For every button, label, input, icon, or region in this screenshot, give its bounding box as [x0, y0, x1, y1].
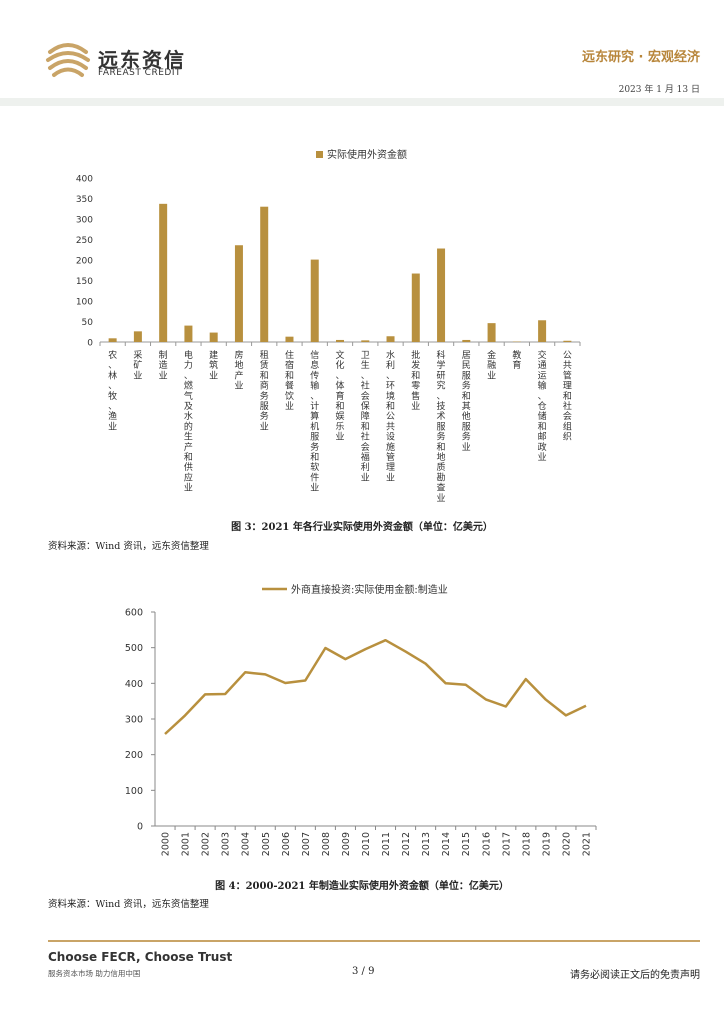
x-tick-label: 2002: [201, 832, 212, 856]
y-tick-label: 200: [76, 257, 93, 267]
y-tick-label: 250: [76, 236, 93, 246]
x-category-label: 租赁和商务服务业: [260, 350, 269, 432]
x-category-label: 水利、环境和公共设施管理业: [386, 349, 395, 483]
x-tick-label: 2020: [561, 832, 572, 856]
bar: [108, 338, 117, 342]
industry-fdi-bar-chart: 实际使用外资金额 0 50 100 150 200 250 300 350 400 农、林、牧、渔业…: [76, 148, 581, 504]
bar: [234, 245, 243, 342]
x-tick-label: 2012: [401, 832, 412, 856]
y-tick-label: 350: [76, 195, 93, 205]
bar: [260, 206, 269, 342]
y-tick-label: 50: [82, 318, 94, 328]
bar: [563, 340, 572, 342]
bar: [487, 323, 496, 342]
header-divider: [0, 98, 724, 106]
x-tick-label: 2018: [521, 832, 532, 856]
bar: [209, 332, 218, 342]
x-category-label: 制造业: [159, 349, 168, 381]
x-category-label: 卫生、社会保障和社会福利业: [361, 351, 370, 483]
x-tick-label: 2013: [421, 832, 432, 856]
x-tick-label: 2010: [361, 832, 372, 856]
y-tick-label: 300: [76, 216, 93, 226]
x-tick-label: 2004: [241, 832, 252, 856]
x-category-label: 电力、燃气及水的生产和供应业: [184, 349, 193, 494]
x-tick-label: 2003: [221, 832, 232, 856]
y-tick-label: 0: [137, 822, 143, 833]
x-tick-label: 2019: [541, 832, 552, 856]
figure4-caption: 图 4：2000-2021 年制造业实际使用外资金额（单位：亿美元）: [215, 881, 509, 892]
y-tick-label: 100: [125, 786, 143, 797]
x-tick-label: 2001: [181, 832, 192, 856]
x-tick-label: 2011: [381, 832, 392, 856]
x-tick-label: 2008: [321, 832, 332, 856]
bar: [184, 325, 193, 342]
legend-label: 外商直接投资:实际使用金额:制造业: [291, 583, 448, 596]
x-tick-label: 2016: [481, 832, 492, 856]
y-tick-label: 400: [76, 175, 93, 185]
y-tick-label: 200: [125, 750, 143, 761]
section-title: 远东研究 · 宏观经济: [582, 50, 700, 65]
x-tick-label: 2007: [301, 832, 312, 856]
y-tick-label: 100: [76, 298, 93, 308]
x-category-label: 房地产业: [234, 349, 243, 392]
page-number: 3 / 9: [352, 966, 375, 977]
x-tick-label: 2000: [161, 832, 172, 856]
figure3-caption: 图 3：2021 年各行业实际使用外资金额（单位：亿美元）: [231, 522, 493, 533]
report-date: 2023 年 1 月 13 日: [618, 85, 700, 95]
x-category-label: 采矿业: [133, 350, 142, 381]
legend-swatch: [316, 151, 323, 158]
x-category-label: 交通运输、仓储和邮政业: [538, 349, 547, 463]
bar: [336, 339, 344, 342]
x-tick-label: 2017: [501, 832, 512, 856]
x-category-label: 建筑业: [209, 349, 218, 381]
x-tick-label: 2005: [261, 832, 272, 856]
footer-divider: [48, 940, 700, 942]
fareast-logo-icon: [46, 43, 90, 77]
bar: [361, 340, 370, 342]
y-tick-label: 400: [125, 679, 143, 690]
series-line: [164, 638, 587, 735]
bar: [538, 320, 547, 342]
bar: [437, 248, 446, 342]
x-tick-label: 2006: [281, 832, 292, 856]
y-tick-label: 150: [76, 277, 93, 287]
x-category-label: 金融业: [487, 349, 496, 381]
bar: [386, 336, 395, 342]
x-category-label: 文化、体育和娱乐业: [335, 349, 344, 443]
figure4-source: 资料来源：Wind 资讯，远东资信整理: [48, 899, 209, 910]
x-tick-label: 2015: [461, 832, 472, 856]
manufacturing-fdi-line-chart: 外商直接投资:实际使用金额:制造业 0 100 200 300 400 500 600 2000…: [125, 583, 597, 856]
bar: [285, 336, 294, 342]
x-category-label: 公共管理和社会组织: [563, 350, 572, 443]
y-tick-label: 500: [125, 643, 143, 654]
figure3-source: 资料来源：Wind 资讯，远东资信整理: [48, 541, 209, 552]
bar: [310, 259, 319, 342]
brand-name-en: FAREAST CREDIT: [98, 68, 181, 78]
x-category-label: 教育: [512, 349, 521, 371]
x-category-label: 批发和零售业: [411, 349, 420, 412]
footer-slogan: Choose FECR, Choose Trust: [48, 950, 233, 964]
y-tick-label: 300: [125, 715, 143, 726]
x-category-label: 住宿和餐饮业: [285, 349, 294, 412]
bar: [133, 331, 142, 342]
bar: [462, 339, 471, 342]
x-category-label: 居民服务和其他服务业: [462, 350, 471, 453]
footer-subline: 服务资本市场 助力信用中国: [48, 969, 141, 978]
bar: [159, 203, 168, 342]
x-tick-label: 2014: [441, 832, 452, 856]
brand-name-cn: 远东资信: [98, 48, 186, 72]
x-tick-label: 2021: [582, 832, 593, 856]
x-tick-label: 2009: [341, 832, 352, 856]
bar: [411, 273, 420, 342]
footer-disclaimer: 请务必阅读正文后的免责声明: [570, 970, 700, 981]
x-category-label: 信息传输、计算机服务和软件业: [310, 349, 319, 494]
y-tick-label: 0: [87, 339, 93, 349]
x-category-label: 农、林、牧、渔业: [108, 349, 117, 432]
legend-label: 实际使用外资金额: [327, 148, 407, 161]
y-tick-label: 600: [125, 608, 143, 619]
x-category-label: 科学研究、技术服务和地质勘查业: [437, 349, 446, 504]
